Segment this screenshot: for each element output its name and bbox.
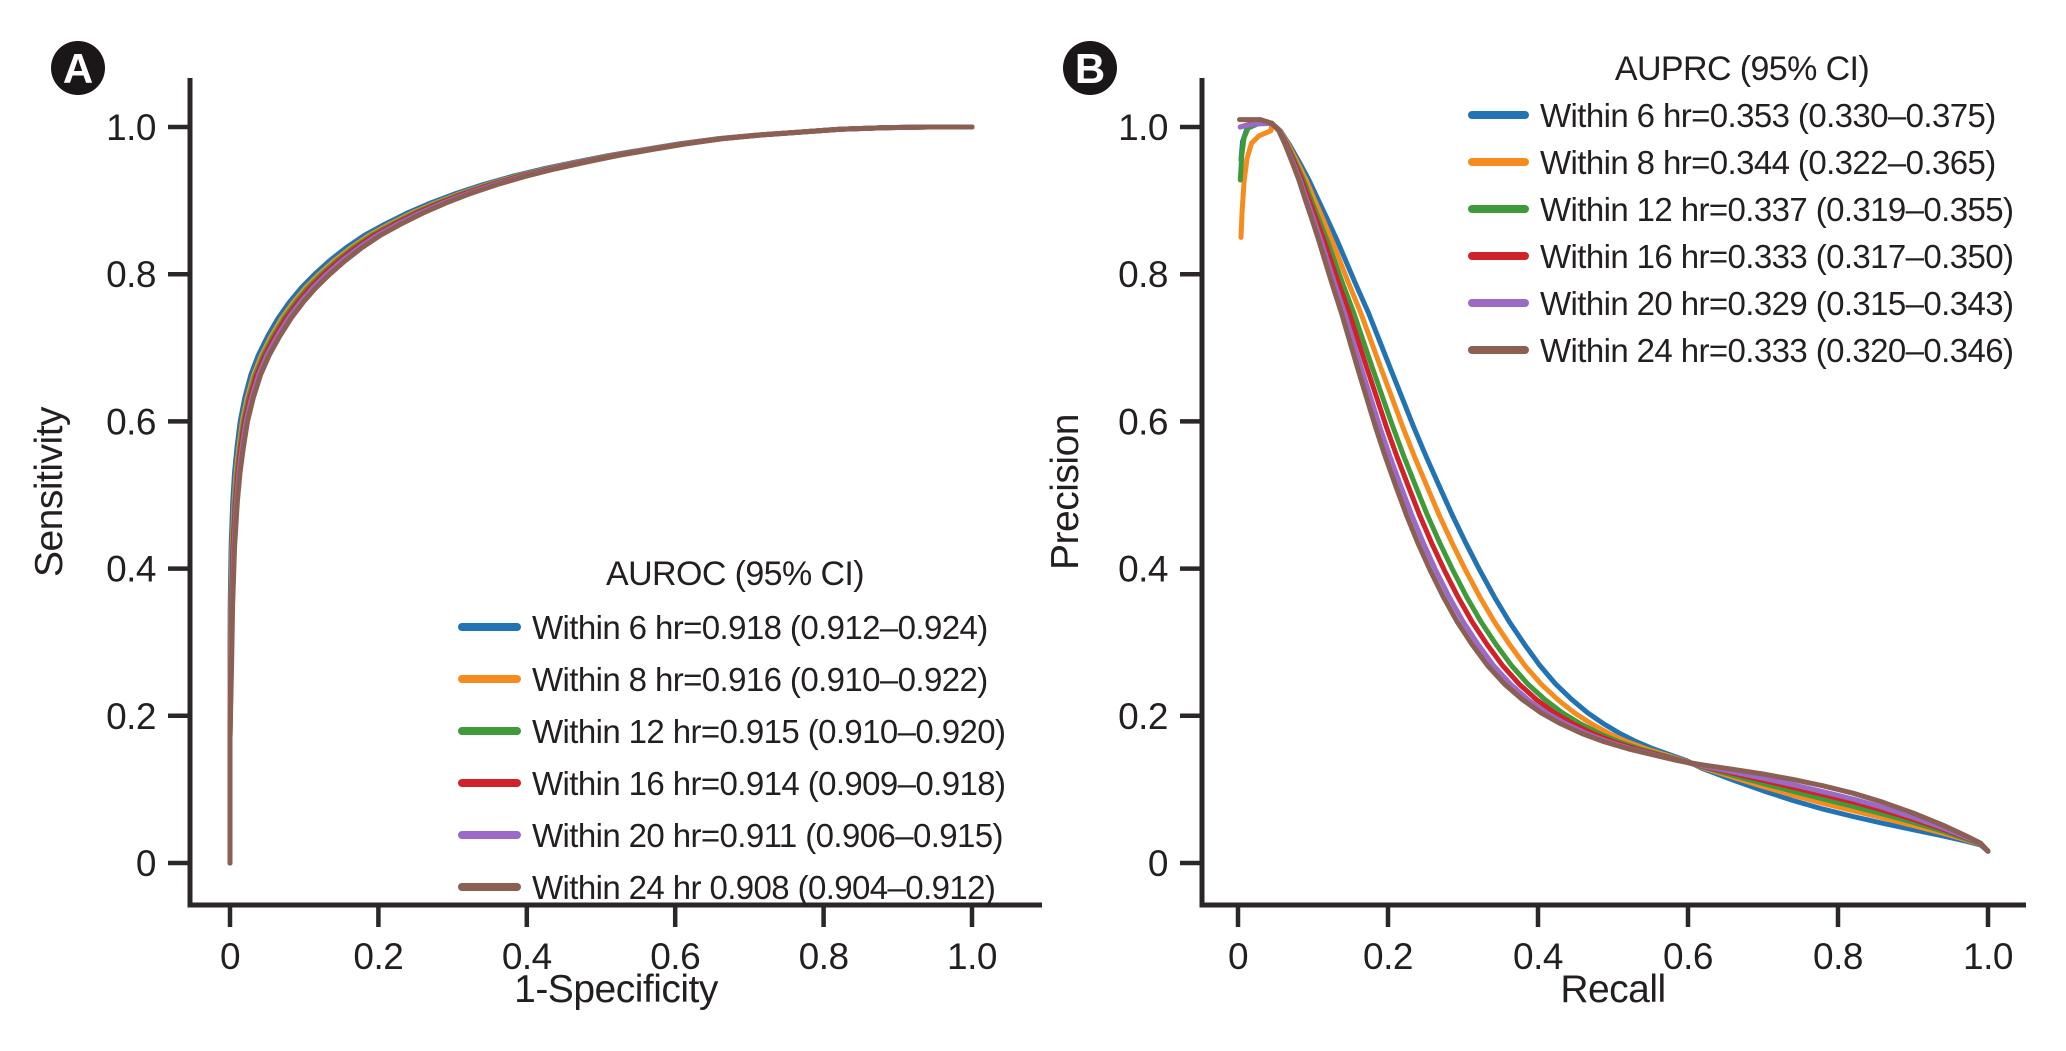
legend-label: Within 8 hr=0.916 (0.910–0.922) — [532, 661, 988, 698]
y-tick-label: 0 — [136, 843, 156, 884]
y-tick-label: 0.8 — [106, 254, 156, 295]
legend-entry-within-20-hr: Within 20 hr=0.911 (0.906–0.915) — [458, 817, 1004, 854]
series-line-within-6-hr — [1238, 120, 1991, 854]
legend-label: Within 24 hr 0.908 (0.904–0.912) — [532, 869, 995, 906]
legend-entry-within-16-hr: Within 16 hr=0.333 (0.317–0.350) — [1468, 238, 2014, 275]
legend-entry-within-20-hr: Within 20 hr=0.329 (0.315–0.343) — [1468, 285, 2014, 322]
y-tick-label: 0.2 — [1118, 696, 1168, 737]
axis-spines — [187, 78, 1042, 908]
x-tick-label: 1.0 — [1963, 936, 2013, 977]
y-axis-label: Precision — [1044, 414, 1087, 570]
y-tick-label: 0 — [1148, 843, 1168, 884]
y-tick-label: 0.6 — [1118, 401, 1168, 442]
y-tick-label: 1.0 — [106, 107, 156, 148]
series-line-within-6-hr — [227, 124, 975, 866]
legend-entry-within-6-hr: Within 6 hr=0.353 (0.330–0.375) — [1468, 97, 1996, 134]
legend-label: Within 8 hr=0.344 (0.322–0.365) — [1540, 144, 1996, 181]
legend-entry-within-8-hr: Within 8 hr=0.344 (0.322–0.365) — [1468, 144, 1996, 181]
legend-entry-within-6-hr: Within 6 hr=0.918 (0.912–0.924) — [458, 609, 988, 646]
x-tick-label: 0.8 — [1813, 936, 1863, 977]
y-tick-label: 0.4 — [1118, 549, 1168, 590]
legend-label: Within 6 hr=0.918 (0.912–0.924) — [532, 609, 988, 646]
legend-label: Within 20 hr=0.329 (0.315–0.343) — [1540, 285, 2013, 322]
legend-entry-within-16-hr: Within 16 hr=0.914 (0.909–0.918) — [458, 765, 1006, 802]
legend-label: Within 12 hr=0.337 (0.319–0.355) — [1540, 191, 2013, 228]
y-tick-label: 1.0 — [1118, 107, 1168, 148]
legend-title: AUPRC (95% CI) — [1615, 50, 1869, 88]
legend-label: Within 16 hr=0.333 (0.317–0.350) — [1540, 238, 2013, 275]
series-line-within-12-hr — [227, 124, 975, 866]
series-line-within-8-hr — [227, 124, 975, 866]
y-tick-label: 0.8 — [1118, 254, 1168, 295]
legend-label: Within 12 hr=0.915 (0.910–0.920) — [532, 713, 1005, 750]
legend-label: Within 24 hr=0.333 (0.320–0.346) — [1540, 332, 2013, 369]
legend-entry-within-12-hr: Within 12 hr=0.915 (0.910–0.920) — [458, 713, 1006, 750]
x-tick-label: 0 — [220, 936, 240, 977]
panel-badge-b-circle — [1063, 41, 1117, 95]
legend-label: Within 16 hr=0.914 (0.909–0.918) — [532, 765, 1005, 802]
legend-title: AUROC (95% CI) — [606, 555, 864, 593]
panel-badge-letter: A — [63, 45, 93, 92]
legend-entry-within-24-hr: Within 24 hr 0.908 (0.904–0.912) — [458, 869, 996, 906]
legend-label: Within 6 hr=0.353 (0.330–0.375) — [1540, 97, 1996, 134]
x-tick-label: 0.2 — [353, 936, 403, 977]
legend-label: Within 20 hr=0.911 (0.906–0.915) — [532, 817, 1003, 854]
legend-entry-within-12-hr: Within 12 hr=0.337 (0.319–0.355) — [1468, 191, 2014, 228]
panel-a: 0 0.2 0.4 0.6 0.8 1.0 0 0.2 0.4 0.6 0.8 1.0 1-Specif… — [28, 41, 1042, 1011]
panel-badge-a-circle — [51, 41, 105, 95]
panel-badge-letter: B — [1075, 45, 1105, 92]
y-axis-label: Sensitivity — [28, 406, 71, 577]
legend-entry-within-8-hr: Within 8 hr=0.916 (0.910–0.922) — [458, 661, 988, 698]
panel-b: 0 0.2 0.4 0.6 0.8 1.0 0 0.2 0.4 0.6 0.8 1.0 Recall Pr… — [1044, 41, 2026, 1011]
x-tick-label: 0.6 — [1663, 936, 1713, 977]
x-tick-label: 1.0 — [947, 936, 997, 977]
series-line-within-20-hr — [227, 124, 975, 866]
x-tick-label: 0.6 — [650, 936, 700, 977]
legend-b: AUPRC (95% CI) Within 6 hr=0.353 (0.330–0… — [1468, 50, 2014, 369]
legend-entry-within-24-hr: Within 24 hr=0.333 (0.320–0.346) — [1468, 332, 2014, 369]
x-tick-label: 0.4 — [502, 936, 552, 977]
series-line-within-24-hr — [1237, 117, 1991, 854]
y-tick-label: 0.2 — [106, 696, 156, 737]
legend-a: AUROC (95% CI) Within 6 hr=0.918 (0.912–0… — [458, 555, 1006, 906]
x-tick-label: 0 — [1228, 936, 1248, 977]
y-tick-label: 0.4 — [106, 549, 156, 590]
series-line-within-20-hr — [1237, 120, 1991, 854]
series-line-within-16-hr — [227, 124, 975, 866]
series-line-within-24-hr — [227, 124, 975, 866]
axis-spines — [1199, 78, 2026, 908]
x-tick-label: 0.2 — [1363, 936, 1413, 977]
y-tick-label: 0.6 — [106, 401, 156, 442]
x-axis-label: Recall — [1560, 968, 1665, 1011]
x-tick-label: 0.4 — [1513, 936, 1563, 977]
x-axis-label: 1-Specificity — [514, 968, 719, 1011]
x-tick-label: 0.8 — [799, 936, 849, 977]
